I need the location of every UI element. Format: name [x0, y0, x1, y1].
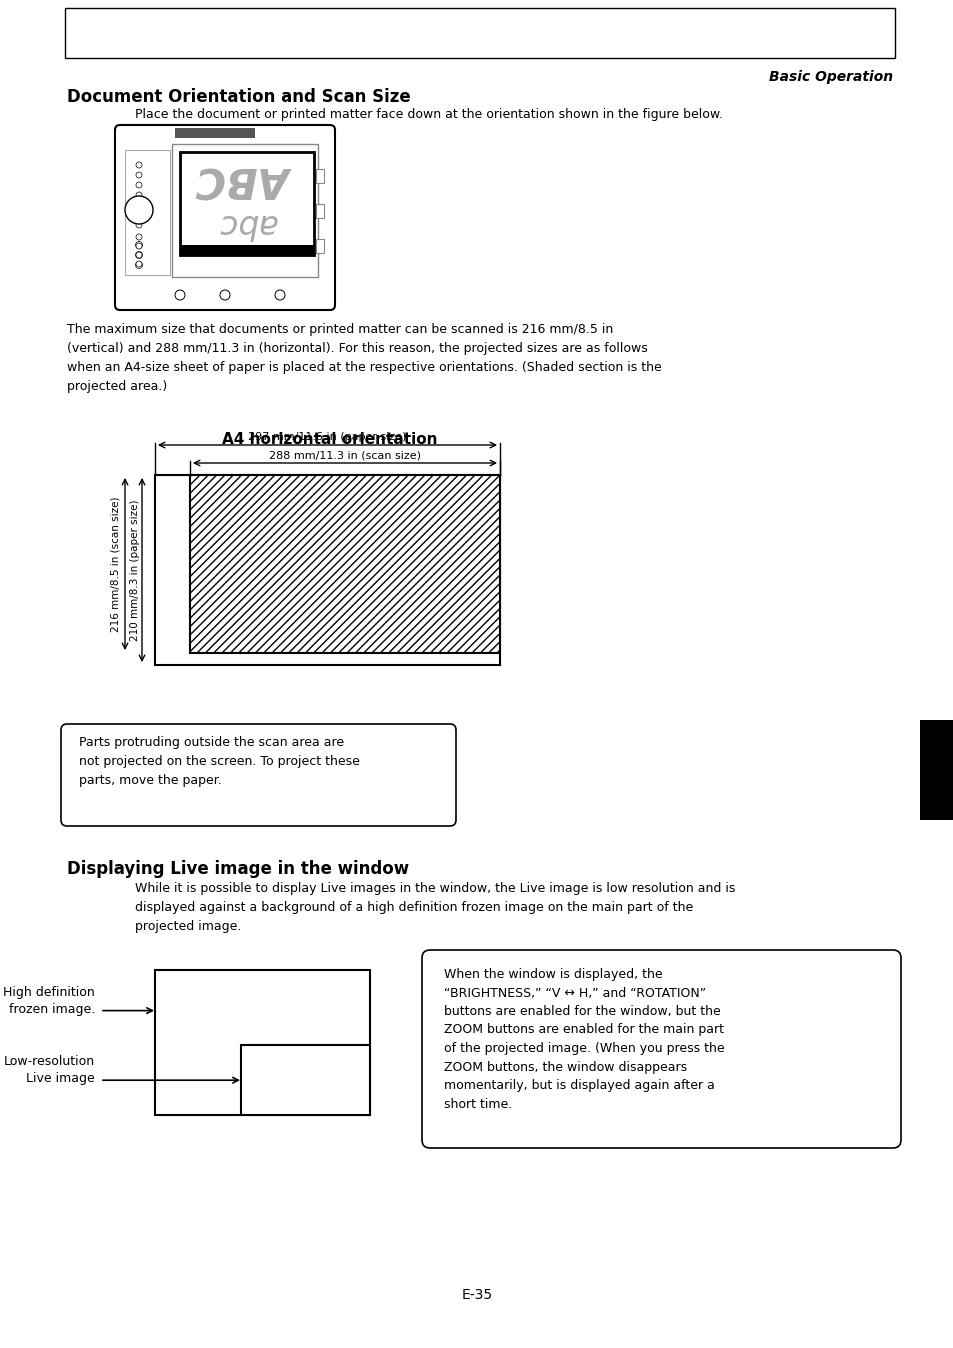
- Circle shape: [135, 252, 142, 259]
- Text: 288 mm/11.3 in (scan size): 288 mm/11.3 in (scan size): [269, 452, 420, 461]
- Text: While it is possible to display Live images in the window, the Live image is low: While it is possible to display Live ima…: [135, 882, 735, 933]
- Circle shape: [136, 202, 142, 208]
- Bar: [125, 150, 170, 275]
- Text: High definition
frozen image.: High definition frozen image.: [3, 985, 95, 1015]
- Bar: [315, 204, 324, 218]
- Circle shape: [136, 162, 142, 168]
- Circle shape: [136, 173, 142, 178]
- Text: Displaying Live image in the window: Displaying Live image in the window: [67, 860, 409, 878]
- Text: Parts protruding outside the scan area are
not projected on the screen. To proje: Parts protruding outside the scan area a…: [79, 736, 359, 787]
- Circle shape: [274, 290, 285, 301]
- Bar: [65, 8, 894, 58]
- Text: Low-resolution
Live image: Low-resolution Live image: [4, 1055, 95, 1085]
- Bar: [154, 971, 370, 1115]
- Text: E-35: E-35: [461, 1287, 492, 1302]
- Text: The maximum size that documents or printed matter can be scanned is 216 mm/8.5 i: The maximum size that documents or print…: [67, 324, 661, 394]
- Text: Document Orientation and Scan Size: Document Orientation and Scan Size: [67, 88, 411, 106]
- Text: ABC: ABC: [199, 158, 294, 200]
- Text: abc: abc: [216, 208, 276, 240]
- Circle shape: [136, 252, 142, 257]
- FancyBboxPatch shape: [115, 125, 335, 310]
- Circle shape: [136, 235, 142, 240]
- Bar: [154, 474, 499, 665]
- Circle shape: [135, 241, 142, 248]
- Text: 297 mm/11.6 in (paper size): 297 mm/11.6 in (paper size): [248, 431, 406, 442]
- Bar: [180, 152, 314, 255]
- Circle shape: [220, 290, 230, 301]
- Circle shape: [136, 182, 142, 187]
- Text: 216 mm/8.5 in (scan size): 216 mm/8.5 in (scan size): [111, 496, 121, 632]
- Text: Place the document or printed matter face down at the orientation shown in the f: Place the document or printed matter fac…: [135, 108, 722, 121]
- FancyBboxPatch shape: [421, 950, 900, 1148]
- Bar: [315, 239, 324, 253]
- Circle shape: [174, 290, 185, 301]
- Circle shape: [136, 262, 142, 267]
- Circle shape: [136, 212, 142, 218]
- Circle shape: [136, 191, 142, 198]
- Circle shape: [135, 262, 142, 268]
- Text: When the window is displayed, the
“BRIGHTNESS,” “V ↔ H,” and “ROTATION”
buttons : When the window is displayed, the “BRIGH…: [443, 968, 724, 1111]
- Bar: [190, 474, 499, 652]
- Text: 210 mm/8.3 in (paper size): 210 mm/8.3 in (paper size): [130, 499, 140, 640]
- Bar: [315, 168, 324, 183]
- Bar: [919, 720, 953, 820]
- Bar: [174, 128, 254, 137]
- Circle shape: [136, 222, 142, 228]
- Bar: [180, 245, 314, 255]
- Circle shape: [125, 195, 152, 224]
- Circle shape: [136, 243, 142, 249]
- Bar: [172, 144, 317, 276]
- Text: Basic Operation: Basic Operation: [768, 70, 892, 84]
- Bar: [241, 1046, 370, 1115]
- FancyBboxPatch shape: [61, 724, 456, 826]
- Text: A4 horizontal orientation: A4 horizontal orientation: [222, 431, 437, 448]
